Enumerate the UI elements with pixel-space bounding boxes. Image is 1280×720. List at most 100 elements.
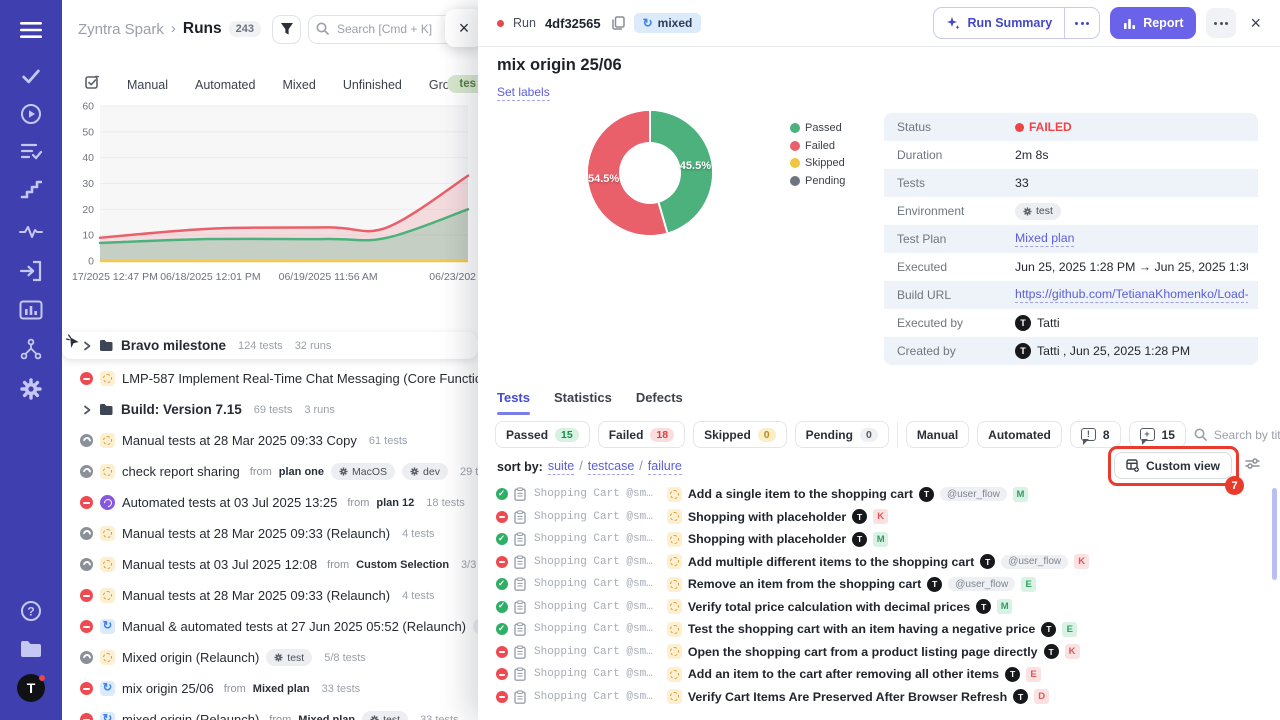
test-row[interactable]: Shopping Cart @sm… Shopping with placehol… [484, 506, 1268, 529]
sort-option-failure[interactable]: failure [647, 459, 682, 475]
filter-skipped-button[interactable]: Skipped 0 [693, 421, 787, 448]
sort-option-testcase[interactable]: testcase [587, 459, 635, 475]
imports-icon[interactable] [15, 255, 47, 287]
tab-mixed[interactable]: Mixed [282, 78, 316, 92]
test-row[interactable]: Shopping Cart @sm… Verify Cart Items Are … [484, 686, 1268, 709]
sort-option-suite[interactable]: suite [547, 459, 575, 475]
run-row[interactable]: LMP-587 Implement Real-Time Chat Messagi… [62, 363, 478, 394]
test-row[interactable]: Shopping Cart @sm… Remove an item from th… [484, 573, 1268, 596]
filter-failed-button[interactable]: Failed 18 [597, 421, 686, 448]
type-manual-icon [100, 557, 115, 572]
env-tab-badge[interactable]: tes [447, 75, 478, 93]
run-row[interactable]: Manual tests at 28 Mar 2025 09:33 Copy 61… [62, 425, 478, 456]
test-row[interactable]: Shopping Cart @sm… Add an item to the car… [484, 663, 1268, 686]
suite-name: Shopping Cart @sm… [534, 578, 653, 591]
projects-folder-icon[interactable] [15, 633, 47, 665]
test-title: Add an item to the cart after removing a… [687, 667, 1000, 682]
user-name: Tatti , Jun 25, 2025 1:28 PM [1037, 344, 1191, 358]
select-runs-icon[interactable] [85, 75, 100, 95]
filter-pending-button[interactable]: Pending 0 [794, 421, 889, 448]
run-row[interactable]: check report sharing from plan one MacOS dev… [62, 456, 478, 487]
defects-icon[interactable] [15, 333, 47, 365]
from-plan-name: plan 12 [376, 496, 415, 509]
scrollbar-thumb[interactable] [1272, 488, 1277, 580]
settings-gear-icon[interactable] [15, 373, 47, 405]
test-plans-icon[interactable] [15, 135, 47, 167]
reports-icon[interactable] [15, 294, 47, 326]
custom-view-button[interactable]: Custom view [1113, 452, 1232, 479]
tab-automated[interactable]: Automated [195, 78, 256, 92]
filter-automated-button[interactable]: Automated [977, 421, 1062, 448]
suite-name: Shopping Cart @sm… [534, 533, 653, 546]
detail-value: 2m 8s [1015, 148, 1049, 162]
run-row[interactable]: Build: Version 7.15 69 tests 3 runs [62, 394, 478, 425]
group-tests-count: 124 tests [238, 339, 283, 352]
legend-dot [790, 123, 800, 133]
type-mixed-icon [100, 619, 115, 634]
tab-unfinished[interactable]: Unfinished [342, 78, 402, 92]
detail-link[interactable]: Mixed plan [1015, 231, 1075, 247]
panel-more-button[interactable] [1206, 8, 1237, 38]
menu-icon[interactable] [15, 14, 47, 46]
run-row[interactable]: Bravo milestone 124 tests 32 runs [62, 332, 478, 359]
gear-icon [370, 715, 379, 720]
run-row[interactable]: mix origin 25/06 from Mixed plan 33 tests [62, 673, 478, 704]
run-row[interactable]: Manual tests at 28 Mar 2025 09:33 (Relau… [62, 518, 478, 549]
activity-icon[interactable] [15, 216, 47, 248]
run-row[interactable]: Manual tests at 28 Mar 2025 09:33 (Relau… [62, 580, 478, 611]
user-avatar[interactable]: T [15, 672, 47, 704]
milestone-badge: D [1034, 689, 1050, 705]
runs-search-input[interactable] [308, 14, 462, 44]
filter-button[interactable] [272, 14, 301, 44]
tab-manual[interactable]: Manual [127, 78, 168, 92]
comment-filter-button[interactable]: +15 [1128, 421, 1186, 448]
legend-label: Pending [805, 174, 846, 187]
breadcrumb-project[interactable]: Zyntra Spark [78, 20, 164, 38]
run-row[interactable]: Mixed origin (Relaunch) test 5/8 tests [62, 642, 478, 673]
runs-icon[interactable] [15, 98, 47, 130]
legend-item: Passed [790, 122, 845, 134]
test-row[interactable]: Shopping Cart @sm… Shopping with placehol… [484, 528, 1268, 551]
group-title: Build: Version 7.15 [121, 402, 242, 417]
filter-passed-button[interactable]: Passed 15 [495, 421, 590, 448]
copy-run-id-button[interactable] [611, 16, 625, 30]
filter-manual-button[interactable]: Manual [905, 421, 970, 448]
env-badge: tes [473, 618, 478, 635]
sort-separator: / [579, 459, 583, 473]
column-settings-button[interactable] [1245, 457, 1260, 475]
comment-exclamation-icon: ! [1080, 428, 1096, 445]
milestones-icon[interactable] [15, 173, 47, 205]
tests-icon[interactable] [15, 60, 47, 92]
run-title: LMP-587 Implement Real-Time Chat Messagi… [122, 371, 478, 386]
tests-search-input[interactable] [1213, 427, 1280, 442]
run-row[interactable]: mixed origin (Relaunch) from Mixed plan tes… [62, 704, 478, 720]
report-button[interactable]: Report [1110, 7, 1197, 39]
test-row[interactable]: Shopping Cart @sm… Test the shopping cart… [484, 618, 1268, 641]
comment-filter-button[interactable]: ! 8 [1069, 421, 1121, 448]
test-row[interactable]: Shopping Cart @sm… Verify total price cal… [484, 596, 1268, 619]
test-row[interactable]: Shopping Cart @sm… Add multiple different… [484, 551, 1268, 574]
panel-close-button[interactable]: × [445, 9, 478, 47]
tab-defects[interactable]: Defects [635, 390, 683, 405]
run-summary-button-group: Run Summary [933, 7, 1101, 39]
test-row[interactable]: Shopping Cart @sm… Open the shopping cart… [484, 641, 1268, 664]
run-row[interactable]: Manual tests at 03 Jul 2025 12:08 from Cus… [62, 549, 478, 580]
group-title: Bravo milestone [121, 338, 227, 353]
milestone-badge: M [1012, 486, 1028, 502]
help-icon[interactable]: ? [15, 595, 47, 627]
test-row[interactable]: Shopping Cart @sm… Add a single item to t… [484, 483, 1268, 506]
milestone-badge: M [997, 599, 1013, 615]
run-summary-more-button[interactable] [1064, 8, 1099, 38]
tab-tests[interactable]: Tests [497, 390, 530, 415]
tests-search[interactable] [1194, 427, 1280, 442]
from-label: from [269, 713, 292, 720]
detail-link[interactable]: https://github.com/TetianaKhomenko/Load-… [1015, 287, 1248, 303]
run-row[interactable]: Manual & automated tests at 27 Jun 2025 … [62, 611, 478, 642]
run-summary-button[interactable]: Run Summary [934, 8, 1064, 38]
set-labels-link[interactable]: Set labels [497, 85, 550, 101]
runs-search[interactable] [308, 14, 462, 44]
run-row[interactable]: Automated tests at 03 Jul 2025 13:25 from… [62, 487, 478, 518]
close-drawer-button[interactable]: × [1250, 12, 1261, 33]
tab-statistics[interactable]: Statistics [554, 390, 612, 405]
tests-list: Shopping Cart @sm… Add a single item to t… [484, 483, 1268, 708]
